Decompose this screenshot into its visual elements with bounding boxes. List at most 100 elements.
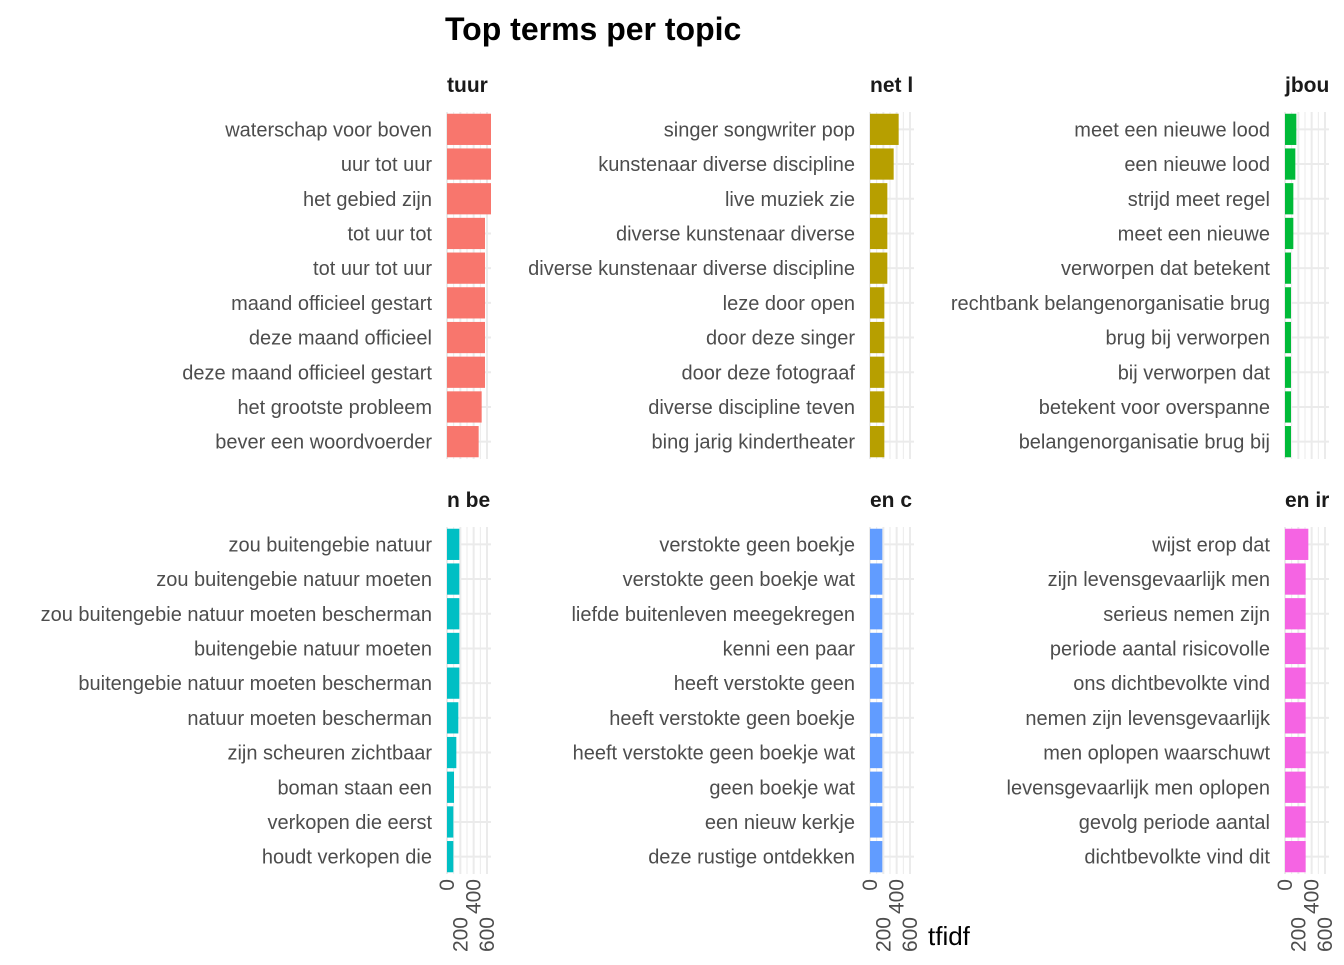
bar (870, 391, 885, 423)
facet-strip-title: net l (870, 74, 913, 97)
bar (1285, 632, 1306, 665)
x-tick-label: 600 (476, 917, 499, 952)
y-tick-label: door deze singer (706, 328, 855, 350)
facet-panel: verstokte geen boekje verstokte geen boek… (571, 489, 922, 952)
y-tick-label: heeft verstokte geen (674, 673, 855, 695)
bar (870, 667, 883, 699)
y-tick-label: heeft verstokte geen boekje wat (573, 743, 856, 765)
facet-panel: meet een nieuwe lood een nieuwe lood strij… (951, 74, 1329, 459)
bar (447, 736, 457, 769)
facet-panel: wijst erop dat zijn levensgevaarlijk men s… (1007, 489, 1338, 952)
y-tick-label: geen boekje wat (709, 777, 855, 799)
facet-panel: waterschap voor boven uur tot uur het gebi… (182, 74, 491, 459)
y-tick-label: gevolg periode aantal (1079, 812, 1270, 834)
bar (870, 806, 883, 838)
y-tick-label: heeft verstokte geen boekje (609, 708, 855, 730)
bar (1285, 252, 1291, 284)
x-tick-label: 0 (436, 879, 459, 891)
bar (870, 148, 894, 180)
y-tick-label: brug bij verworpen (1105, 328, 1270, 350)
y-tick-label: kenni een paar (723, 638, 856, 660)
bar (1285, 217, 1294, 250)
y-tick-label: kunstenaar diverse discipline (598, 154, 855, 176)
y-tick-label: zou buitengebie natuur moeten (156, 569, 432, 591)
y-tick-label: verstokte geen boekje (659, 534, 855, 556)
y-tick-label: natuur moeten bescherman (187, 708, 432, 730)
bar (870, 287, 885, 319)
bar (1285, 771, 1306, 803)
bar (1285, 667, 1306, 699)
y-tick-label: liefde buitenleven meegekregen (571, 604, 855, 626)
chart-title: Top terms per topic (445, 11, 741, 47)
bar (1285, 702, 1306, 734)
y-tick-label: een nieuwe lood (1124, 154, 1270, 176)
bar (870, 771, 883, 803)
bar (870, 217, 888, 250)
bar (447, 252, 485, 284)
bar (447, 702, 459, 734)
y-tick-label: belangenorganisatie brug bij (1019, 432, 1270, 454)
x-tick-label: 200 (1287, 917, 1310, 952)
x-tick-label: 400 (463, 879, 486, 914)
y-tick-label: diverse kunstenaar diverse discipline (528, 258, 855, 280)
x-tick-label: 0 (1274, 879, 1297, 891)
bar (870, 252, 888, 284)
y-tick-label: deze rustige ontdekken (648, 847, 855, 869)
bar (870, 426, 885, 458)
bar (870, 736, 883, 769)
bar (447, 598, 460, 630)
y-tick-label: zijn scheuren zichtbaar (227, 743, 432, 765)
y-tick-label: waterschap voor boven (224, 119, 432, 141)
y-tick-label: door deze fotograaf (682, 362, 856, 384)
bar (447, 632, 460, 665)
x-tick-label: 400 (886, 879, 909, 914)
bar (447, 391, 482, 423)
y-tick-label: meet een nieuwe (1118, 223, 1270, 245)
x-tick-label: 0 (859, 879, 882, 891)
bar (447, 528, 460, 560)
y-tick-label: nemen zijn levensgevaarlijk (1025, 708, 1271, 730)
facet-strip-title: en ir (1285, 489, 1329, 512)
bar (870, 356, 885, 388)
bar (1285, 391, 1291, 423)
y-tick-label: tot uur tot uur (313, 258, 432, 280)
y-tick-label: wijst erop dat (1151, 534, 1270, 556)
bar (870, 183, 888, 215)
y-tick-label: zou buitengebie natuur moeten bescherman (41, 604, 432, 626)
y-tick-label: diverse kunstenaar diverse (616, 223, 855, 245)
bar (447, 841, 454, 873)
x-axis-label: tfidf (928, 921, 971, 951)
bar (1285, 321, 1291, 354)
bar (447, 426, 479, 458)
bar (447, 287, 485, 319)
y-tick-label: ons dichtbevolkte vind (1073, 673, 1270, 695)
bar (447, 183, 491, 215)
y-tick-label: buitengebie natuur moeten bescherman (78, 673, 432, 695)
bar (447, 667, 460, 699)
facet-panel: singer songwriter pop kunstenaar diverse … (528, 74, 914, 459)
y-tick-label: buitengebie natuur moeten (194, 638, 432, 660)
y-tick-label: boman staan een (277, 777, 432, 799)
y-tick-label: het grootste probleem (237, 397, 432, 419)
bar (447, 148, 491, 180)
x-tick-label: 600 (899, 917, 922, 952)
y-tick-label: levensgevaarlijk men oplopen (1007, 777, 1271, 799)
bar (870, 321, 885, 354)
bar (1285, 528, 1309, 560)
y-tick-label: een nieuw kerkje (705, 812, 855, 834)
bar (1285, 287, 1291, 319)
bar (870, 598, 883, 630)
y-tick-label: men oplopen waarschuwt (1043, 743, 1270, 765)
bar (870, 702, 883, 734)
bar (870, 841, 883, 873)
y-tick-label: leze door open (723, 293, 855, 315)
y-tick-label: zou buitengebie natuur (229, 534, 433, 556)
y-tick-label: deze maand officieel (249, 328, 432, 350)
bar (447, 356, 485, 388)
bar (447, 217, 485, 250)
y-tick-label: bever een woordvoerder (215, 432, 432, 454)
y-tick-label: periode aantal risicovolle (1050, 638, 1270, 660)
y-tick-label: live muziek zie (725, 189, 855, 211)
y-tick-label: tot uur tot (348, 223, 433, 245)
